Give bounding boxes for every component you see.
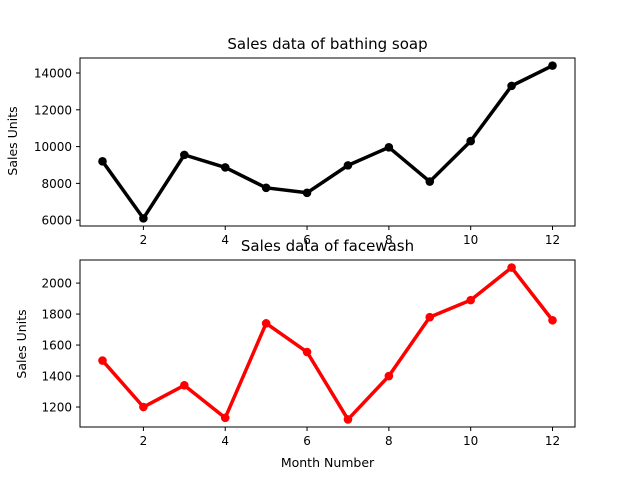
soap-x-tick-label: 2 [140, 233, 148, 247]
facewash-x-axis-label: Month Number [281, 455, 375, 470]
facewash-data-point [507, 263, 516, 272]
facewash-y-axis-label: Sales Units [14, 309, 29, 378]
soap-chart-title: Sales data of bathing soap [227, 35, 427, 53]
facewash-y-tick-label: 1400 [41, 370, 72, 384]
facewash-data-point [302, 347, 312, 357]
soap-x-tick-label: 6 [303, 233, 311, 247]
facewash-data-point [384, 371, 394, 381]
facewash-y-tick-label: 1800 [41, 308, 72, 322]
facewash-series-line [101, 265, 554, 422]
soap-x-tick-label: 10 [463, 233, 478, 247]
soap-y-axis-label: Sales Units [5, 106, 20, 175]
soap-data-point [548, 61, 557, 70]
soap-data-point [220, 163, 230, 172]
soap-y-tick-label: 12000 [34, 103, 72, 117]
soap-data-point [343, 161, 353, 170]
facewash-x-tick-label: 2 [140, 434, 148, 448]
facewash-y-tick-label: 1600 [41, 339, 72, 353]
soap-data-point [180, 150, 189, 160]
facewash-data-point [548, 315, 557, 325]
soap-y-tick-label: 10000 [34, 140, 72, 154]
soap-plot-marks: 2 4 6 8 10 12 6000 8000 10000 12000 14000 [34, 61, 560, 247]
soap-data-point [466, 136, 475, 146]
soap-data-point [384, 143, 394, 152]
facewash-x-tick-label: 4 [221, 434, 229, 448]
facewash-data-point [466, 295, 475, 305]
facewash-data-point [220, 413, 230, 423]
facewash-x-tick-label: 8 [385, 434, 393, 448]
facewash-data-point [180, 381, 189, 390]
facewash-data-point [343, 415, 353, 424]
soap-data-point [98, 157, 107, 166]
facewash-data-point [425, 312, 435, 322]
soap-data-point [302, 188, 312, 198]
soap-x-tick-label: 4 [221, 233, 229, 247]
facewash-y-tick-label: 1200 [41, 401, 72, 415]
soap-x-tick-label: 8 [385, 233, 393, 247]
soap-data-point [425, 177, 435, 186]
facewash-data-point [261, 319, 271, 328]
soap-x-tick-label: 12 [545, 233, 560, 247]
soap-y-tick-label: 8000 [41, 177, 72, 191]
soap-y-tick-label: 14000 [34, 66, 72, 80]
soap-series-line [101, 64, 554, 221]
soap-data-point [507, 81, 516, 91]
soap-data-point [139, 214, 148, 223]
soap-chart: Sales data of bathing soap Sales Units 2… [5, 35, 576, 247]
facewash-x-tick-label: 10 [463, 434, 478, 448]
facewash-data-point [98, 356, 107, 365]
facewash-plot-frame [79, 259, 576, 428]
soap-plot-frame [79, 57, 576, 227]
facewash-x-tick-label: 12 [545, 434, 560, 448]
facewash-x-tick-label: 6 [303, 434, 311, 448]
soap-y-tick-label: 6000 [41, 214, 72, 228]
facewash-plot-marks: 2 4 6 8 10 12 1200 1400 1600 1800 2000 [41, 263, 560, 448]
facewash-chart-title: Sales data of facewash [241, 237, 414, 255]
facewash-chart: Sales data of facewash Sales Units Month… [14, 237, 576, 470]
soap-data-point [261, 183, 271, 193]
facewash-y-tick-label: 2000 [41, 277, 72, 291]
facewash-data-point [139, 402, 148, 412]
